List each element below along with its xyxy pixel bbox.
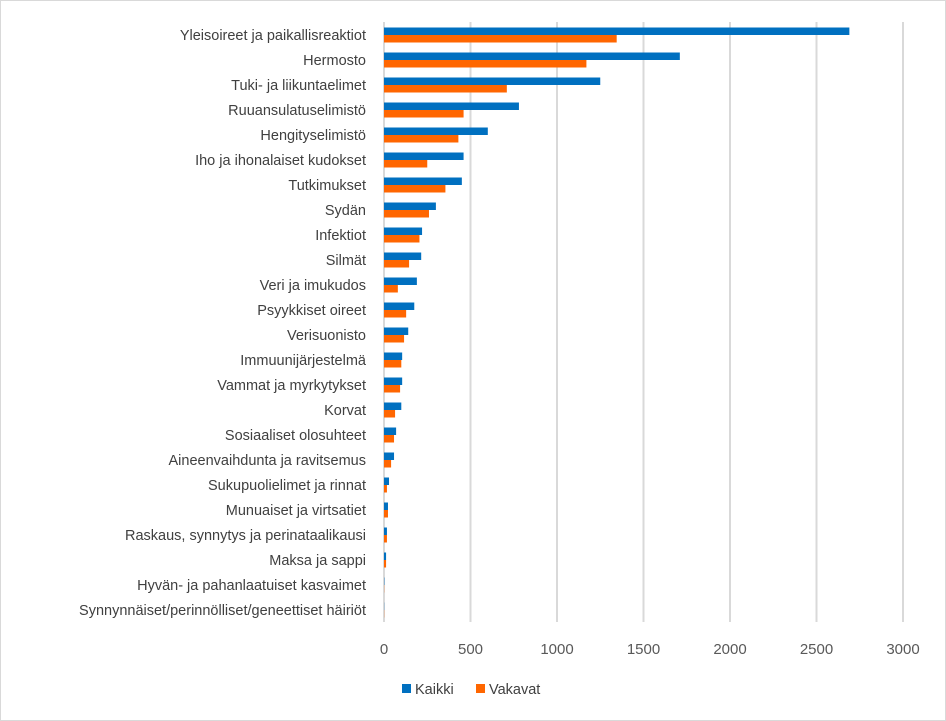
bar-kaikki: [384, 152, 464, 160]
x-tick-label: 3000: [886, 641, 919, 658]
category-label: Raskaus, synnytys ja perinataalikausi: [125, 528, 366, 544]
legend-label: Vakavat: [489, 682, 540, 698]
legend-swatch-vakavat: [476, 684, 485, 693]
bar-kaikki: [384, 52, 680, 60]
legend-label: Kaikki: [415, 682, 454, 698]
category-label: Yleisoireet ja paikallisreaktiot: [180, 28, 366, 44]
bar-vakavat: [384, 435, 395, 443]
bar-vakavat: [384, 485, 387, 493]
bar-vakavat: [384, 210, 429, 218]
bar-kaikki: [384, 102, 519, 110]
category-label: Tutkimukset: [288, 178, 366, 194]
category-label: Ruuansulatuselimistö: [228, 103, 366, 119]
bar-vakavat: [384, 60, 587, 68]
bar-kaikki: [384, 177, 462, 185]
bar-kaikki: [384, 227, 423, 235]
bar-vakavat: [384, 560, 387, 568]
category-label: Aineenvaihdunta ja ravitsemus: [169, 453, 366, 469]
x-tick-label: 1000: [540, 641, 573, 658]
bar-vakavat: [384, 460, 392, 468]
bar-vakavat: [384, 185, 446, 193]
bar-vakavat: [384, 285, 398, 293]
bar-kaikki: [384, 352, 403, 360]
category-label: Verisuonisto: [287, 328, 366, 344]
category-label: Korvat: [324, 403, 366, 419]
bar-kaikki: [384, 477, 390, 485]
bar-kaikki: [384, 377, 403, 385]
bar-vakavat: [384, 85, 507, 93]
bar-kaikki: [384, 552, 387, 560]
x-tick-label: 0: [380, 641, 388, 658]
bar-vakavat: [384, 535, 387, 543]
bar-vakavat: [384, 360, 402, 368]
bar-kaikki: [384, 427, 397, 435]
category-label: Psyykkiset oireet: [257, 303, 366, 319]
bar-vakavat: [384, 385, 401, 393]
category-label: Silmät: [326, 253, 366, 269]
bar-kaikki: [384, 27, 850, 35]
bar-kaikki: [384, 252, 422, 260]
category-label: Vammat ja myrkytykset: [217, 378, 366, 394]
category-label: Synnynnäiset/perinnölliset/geneettiset h…: [79, 603, 366, 619]
category-label: Sosiaaliset olosuhteet: [225, 428, 366, 444]
x-tick-label: 500: [458, 641, 483, 658]
category-label: Infektiot: [315, 228, 366, 244]
x-tick-label: 1500: [627, 641, 660, 658]
category-label: Sydän: [325, 203, 366, 219]
bar-kaikki: [384, 277, 417, 285]
bar-vakavat: [384, 260, 410, 268]
category-label: Munuaiset ja virtsatiet: [226, 503, 366, 519]
category-label: Veri ja imukudos: [260, 278, 366, 294]
bar-vakavat: [384, 35, 617, 43]
category-label: Hyvän- ja pahanlaatuiset kasvaimet: [137, 578, 366, 594]
bar-kaikki: [384, 327, 409, 335]
bar-vakavat: [384, 135, 459, 143]
category-label: Maksa ja sappi: [269, 553, 366, 569]
bar-kaikki: [384, 402, 402, 410]
bar-kaikki: [384, 302, 415, 310]
bar-vakavat: [384, 410, 396, 418]
bar-kaikki: [384, 202, 436, 210]
bar-kaikki: [384, 527, 387, 535]
bar-vakavat: [384, 235, 420, 243]
bar-vakavat: [384, 310, 407, 318]
legend-swatch-kaikki: [402, 684, 411, 693]
bar-kaikki: [384, 502, 388, 510]
category-label: Hengityselimistö: [260, 128, 366, 144]
bar-kaikki: [384, 77, 601, 85]
bar-vakavat: [384, 510, 388, 518]
x-tick-label: 2000: [713, 641, 746, 658]
bar-vakavat: [384, 160, 428, 168]
category-label: Hermosto: [303, 53, 366, 69]
bar-vakavat: [384, 335, 405, 343]
x-tick-label: 2500: [800, 641, 833, 658]
category-label: Tuki- ja liikuntaelimet: [231, 78, 366, 94]
category-label: Iho ja ihonalaiset kudokset: [195, 153, 366, 169]
category-label: Sukupuolielimet ja rinnat: [208, 478, 366, 494]
category-label: Immuunijärjestelmä: [240, 353, 367, 369]
bar-kaikki: [384, 452, 395, 460]
bar-vakavat: [384, 110, 464, 118]
bar-kaikki: [384, 127, 488, 135]
